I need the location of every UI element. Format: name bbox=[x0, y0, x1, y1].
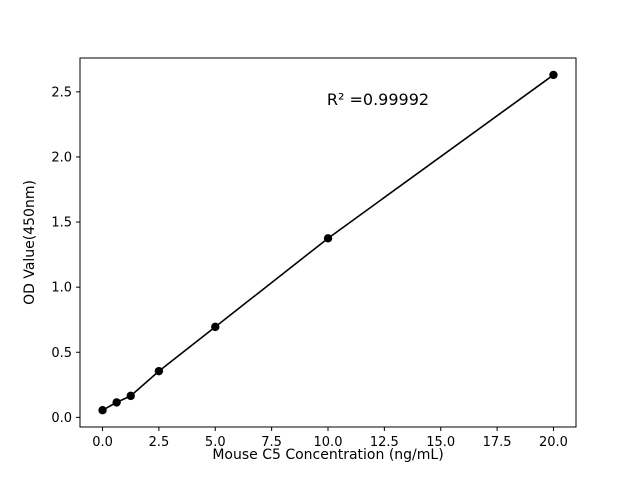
data-point bbox=[549, 70, 558, 80]
r-squared-annotation: R² =0.99992 bbox=[327, 90, 429, 109]
data-point bbox=[98, 406, 107, 415]
data-point bbox=[112, 398, 121, 407]
y-tick-label: 1.5 bbox=[51, 216, 72, 231]
x-tick-label: 5.0 bbox=[205, 435, 226, 450]
y-tick-label: 0.5 bbox=[51, 346, 72, 361]
data-point bbox=[211, 322, 220, 332]
fit-line bbox=[102, 74, 554, 411]
x-tick-label: 7.5 bbox=[261, 435, 282, 450]
axes-layer: 0.0 2.5 5.0 7.5 10.0 12.5 15.0 17.5 20.0 0.0 0.5 1.… bbox=[51, 57, 577, 450]
y-tick-label: 1.0 bbox=[51, 281, 72, 296]
data-point bbox=[323, 234, 333, 243]
y-tick-label: 2.0 bbox=[51, 150, 72, 165]
y-tick-label: 2.5 bbox=[51, 85, 72, 100]
x-tick-label: 15.0 bbox=[426, 435, 455, 450]
data-point bbox=[126, 391, 135, 401]
x-axis-label: Mouse C5 Concentration (ng/mL) bbox=[212, 447, 443, 463]
y-axis-label: OD Value(450nm) bbox=[22, 180, 38, 305]
x-tick-label: 17.5 bbox=[483, 435, 512, 450]
y-tick-label: 0.0 bbox=[51, 411, 72, 426]
data-point bbox=[154, 366, 164, 376]
x-tick-label: 12.5 bbox=[370, 435, 399, 450]
x-tick-label: 20.0 bbox=[539, 435, 568, 450]
x-tick-label: 10.0 bbox=[314, 435, 343, 450]
x-tick-label: 0.0 bbox=[92, 435, 113, 450]
x-tick-label: 2.5 bbox=[149, 435, 170, 450]
